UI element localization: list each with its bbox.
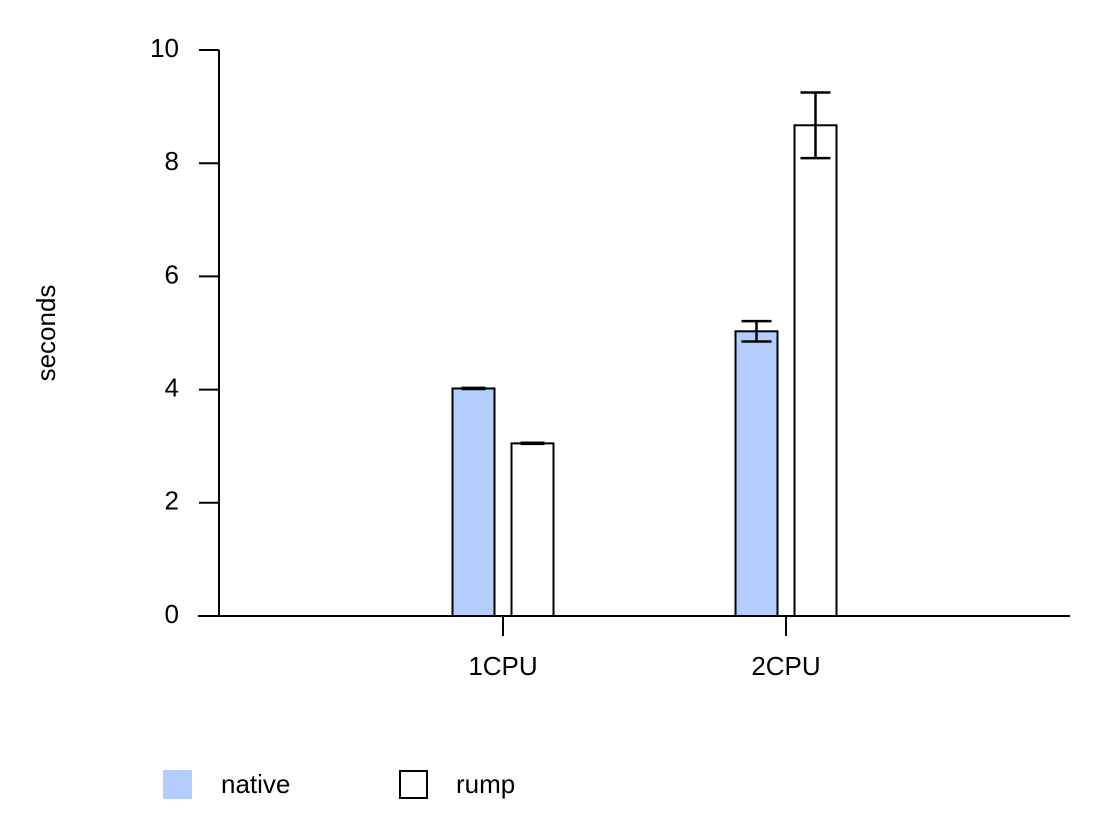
y-tick-label: 0 [165,599,179,629]
x-tick-label: 1CPU [468,651,537,681]
y-tick-label: 8 [165,146,179,176]
y-tick-label: 2 [165,486,179,516]
bar-native-1CPU [451,387,496,617]
legend-item-native: native [163,769,290,799]
error-bar-rump-1CPU [520,441,545,446]
y-tick-label: 4 [165,372,179,402]
bar-native-2CPU [734,330,779,617]
error-bar-native-2CPU [741,319,772,343]
x-axis: 1CPU 2CPU [198,615,1070,681]
y-axis: 0 2 4 6 8 10 [150,33,220,629]
y-axis-label: seconds [31,285,61,382]
error-bar-rump-2CPU [800,91,831,160]
x-tick-label: 2CPU [751,651,820,681]
error-bar-native-1CPU [461,386,486,391]
y-tick-label: 10 [150,33,179,63]
y-tick-label: 6 [165,259,179,289]
legend-label: rump [456,769,515,799]
legend-swatch [163,770,192,799]
legend-swatch [399,770,428,799]
bars [451,124,838,617]
bar-rump-1CPU [510,442,555,617]
legend: native rump [163,769,515,799]
legend-item-rump: rump [399,769,515,799]
legend-label: native [221,769,290,799]
bar-rump-2CPU [793,124,838,617]
error-bars [461,91,831,446]
